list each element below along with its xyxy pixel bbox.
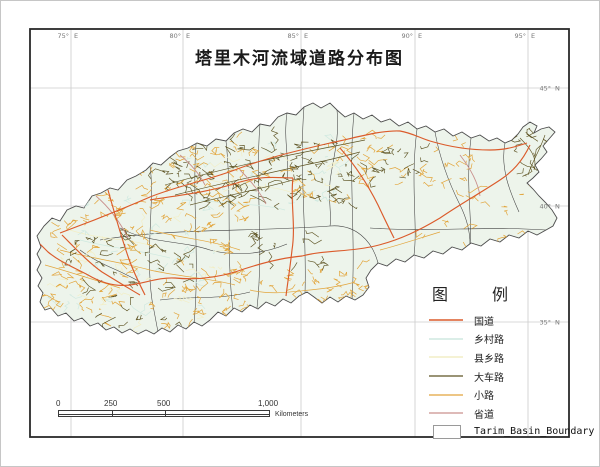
tarim-basin-polygon (36, 102, 558, 335)
scale-bar: 0 250 500 1,000 Kilometers (56, 399, 358, 425)
scale-tick-label: 250 (104, 399, 118, 408)
shengdao-line-swatch (428, 410, 464, 416)
county-boundaries (79, 106, 547, 333)
parallel-labels: 45° N 40° N 35° N (539, 85, 560, 327)
legend-label: 乡村路 (474, 335, 504, 347)
svg-text:85°: 85° (287, 32, 299, 40)
roads-guodao (39, 130, 531, 297)
legend-title: 图 例 (432, 287, 523, 304)
svg-text:75°: 75° (57, 32, 69, 40)
svg-text:N: N (555, 319, 560, 327)
svg-text:E: E (304, 32, 308, 40)
legend-item-xiaolu: 小路 (428, 385, 570, 404)
xianxianglu-line-swatch (428, 354, 464, 360)
svg-text:40°: 40° (539, 203, 551, 211)
map-frame (29, 28, 570, 438)
svg-text:95°: 95° (514, 32, 526, 40)
legend-label: Tarim_Basin_Boundary (474, 426, 595, 438)
roads-xiangcun (47, 133, 356, 317)
svg-text:45°: 45° (539, 85, 551, 93)
legend-item-xianxianglu: 县乡路 (428, 348, 570, 367)
svg-text:E: E (531, 32, 535, 40)
legend-item-guodao: 国道 (428, 311, 570, 330)
scale-bar-divider (165, 411, 166, 416)
scale-unit-label: Kilometers (275, 411, 309, 418)
svg-text:E: E (186, 32, 190, 40)
svg-text:80°: 80° (169, 32, 181, 40)
roads-dache (64, 126, 557, 329)
legend-item-shengdao: 省道 (428, 404, 570, 423)
legend-label: 小路 (474, 391, 494, 403)
map-title: 塔里木河流域道路分布图 (195, 49, 404, 68)
scale-bar-body (58, 410, 270, 417)
scale-tick-label: 1,000 (258, 399, 279, 408)
legend-item-xiangcunlu: 乡村路 (428, 330, 570, 349)
svg-text:E: E (74, 32, 78, 40)
legend-label: 大车路 (474, 372, 504, 384)
dachelu-line-swatch (428, 373, 464, 379)
legend-label: 省道 (474, 409, 494, 421)
svg-text:90°: 90° (401, 32, 413, 40)
legend-label: 县乡路 (474, 353, 504, 365)
svg-text:N: N (555, 203, 560, 211)
svg-text:35°: 35° (539, 319, 551, 327)
legend-item-basin-boundary: Tarim_Basin_Boundary (428, 423, 594, 442)
svg-text:N: N (555, 85, 560, 93)
basin-boundary-box (433, 424, 461, 439)
guodao-line-swatch (428, 317, 464, 323)
xiangcunlu-line-swatch (428, 336, 464, 342)
legend-label: 国道 (474, 316, 494, 328)
scale-tick-label: 0 (56, 399, 61, 408)
meridian-labels: 75° E 80° E 85° E 90° E 95° E (57, 32, 535, 40)
scale-bar-divider (112, 411, 113, 416)
xiaolu-line-swatch (428, 392, 464, 398)
basin-boundary-swatch (428, 424, 464, 439)
svg-text:E: E (418, 32, 422, 40)
scale-bar-midline (59, 414, 269, 415)
scale-tick-label: 500 (157, 399, 171, 408)
legend: 图 例 国道 乡村路 县乡路 大车路 小路 省道 (428, 281, 594, 442)
legend-item-dachelu: 大车路 (428, 367, 570, 386)
